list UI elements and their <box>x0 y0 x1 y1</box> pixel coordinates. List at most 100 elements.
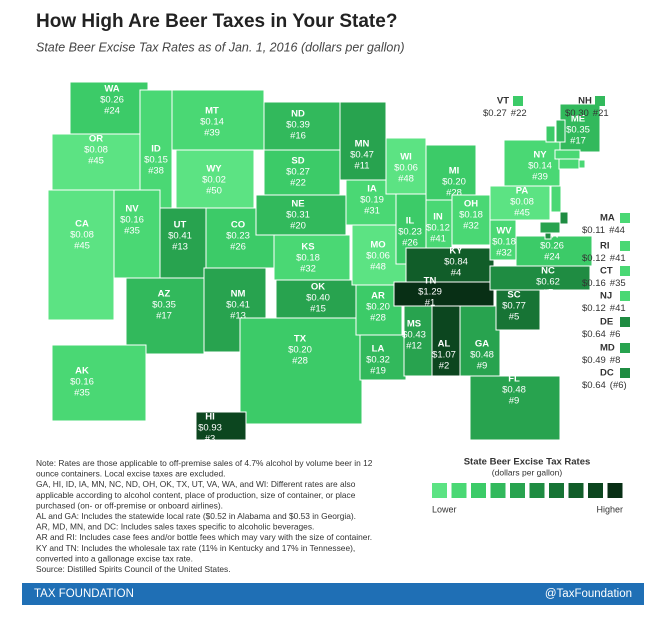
callout-value: $0.16 #35 <box>582 278 626 289</box>
state-shape <box>578 159 586 169</box>
state-value: $0.43 <box>402 330 426 341</box>
state-rank: #24 <box>544 252 560 263</box>
state-abbr: AK <box>75 366 89 377</box>
state-shape <box>195 411 247 441</box>
callout-swatch <box>513 96 523 106</box>
legend-swatch <box>490 483 506 498</box>
state-shape <box>545 125 556 143</box>
state-abbr: MT <box>205 106 219 117</box>
state-rank: #13 <box>172 242 188 253</box>
callout-swatch <box>620 291 630 301</box>
state-value: $0.27 <box>286 167 310 178</box>
state-abbr: CA <box>75 219 89 230</box>
state-abbr: AL <box>438 339 451 350</box>
state-shape <box>558 158 580 170</box>
state-rank: #48 <box>370 262 386 273</box>
state-value: $0.41 <box>226 300 250 311</box>
state-value: $0.23 <box>398 227 422 238</box>
legend-swatch <box>432 483 447 498</box>
state-value: $0.84 <box>444 257 468 268</box>
state-value: $1.07 <box>432 350 456 361</box>
state-rank: #39 <box>204 128 220 139</box>
note-line: converted into a gallonage excise tax ra… <box>36 553 193 563</box>
state-abbr: IL <box>406 216 415 227</box>
state-value: $0.48 <box>470 350 494 361</box>
state-shape <box>554 149 581 160</box>
state-abbr: WA <box>104 84 119 95</box>
state-rank: #11 <box>354 161 369 172</box>
state-shape <box>51 133 141 191</box>
state-rank: #16 <box>290 131 306 142</box>
state-abbr: OH <box>464 199 478 210</box>
state-rank: #35 <box>124 226 140 237</box>
state-value: $0.41 <box>168 231 192 242</box>
state-abbr: IA <box>367 184 377 195</box>
callout-abbr: RI <box>600 241 610 252</box>
state-shape <box>275 279 363 319</box>
state-abbr: MI <box>449 166 460 177</box>
state-value: $0.19 <box>360 195 384 206</box>
state-value: $0.40 <box>306 293 330 304</box>
note-line: Source: Distilled Spirits Council of the… <box>36 564 231 574</box>
state-abbr: TN <box>424 276 437 287</box>
state-value: $0.14 <box>528 161 552 172</box>
state-rank: #1 <box>425 298 436 309</box>
state-abbr: OK <box>311 282 325 293</box>
state-shape <box>69 81 149 135</box>
callout-price: $0.12 <box>582 303 606 314</box>
legend-swatch <box>568 483 584 498</box>
state-rank: #19 <box>370 366 386 377</box>
state-rank: #4 <box>451 268 462 279</box>
callout-rank: #6 <box>610 329 621 340</box>
state-abbr: ND <box>291 109 305 120</box>
state-rank: #32 <box>463 221 479 232</box>
callout-rank: (#6) <box>610 380 627 391</box>
state-rank: #32 <box>300 264 316 275</box>
state-abbr: VA <box>546 230 559 241</box>
state-abbr: IN <box>433 212 443 223</box>
callout-swatch <box>620 343 630 353</box>
state-rank: #39 <box>532 172 548 183</box>
callout-rank: #22 <box>511 108 527 119</box>
callout-abbr: NH <box>578 96 592 107</box>
callout-value: $0.12 #41 <box>582 253 626 264</box>
state-shape <box>431 305 461 377</box>
state-rank: #17 <box>156 311 172 322</box>
state-value: $0.39 <box>286 120 310 131</box>
legend-title: (dollars per gallon) <box>492 467 563 477</box>
callout-value: $0.30 #21 <box>565 108 609 119</box>
state-value: $0.08 <box>70 230 94 241</box>
state-shape <box>255 194 347 236</box>
state-abbr: SC <box>507 290 520 301</box>
state-abbr: ME <box>571 114 585 125</box>
state-shape <box>175 149 255 209</box>
state-abbr: CO <box>231 220 245 231</box>
state-rank: #28 <box>292 356 308 367</box>
state-shape <box>405 247 495 283</box>
state-value: $0.47 <box>350 150 374 161</box>
state-abbr: SD <box>291 156 304 167</box>
state-rank: #45 <box>88 156 104 167</box>
state-value: $0.31 <box>286 210 310 221</box>
state-shape <box>339 101 387 181</box>
us-map: WA$0.26#24OR$0.08#45CA$0.08#45ID$0.15#38… <box>47 81 630 445</box>
state-rank: #15 <box>310 304 326 315</box>
state-value: $1.29 <box>418 287 442 298</box>
note-line: AR and RI: Includes case fees and/or bot… <box>36 532 372 542</box>
callout-swatch <box>595 96 605 106</box>
legend: State Beer Excise Tax Rates(dollars per … <box>432 457 623 514</box>
callout-rank: #41 <box>610 253 626 264</box>
state-rank: #32 <box>496 248 512 259</box>
callout-value: $0.49 #8 <box>582 355 620 366</box>
state-rank: #9 <box>509 396 520 407</box>
state-rank: #26 <box>230 242 246 253</box>
state-value: $0.18 <box>492 237 516 248</box>
callout-value: $0.11 #44 <box>582 225 625 236</box>
state-value: $0.18 <box>296 253 320 264</box>
state-rank: #38 <box>148 166 164 177</box>
callout-swatch <box>620 266 630 276</box>
state-rank: #13 <box>230 311 246 322</box>
state-abbr: KS <box>301 242 314 253</box>
